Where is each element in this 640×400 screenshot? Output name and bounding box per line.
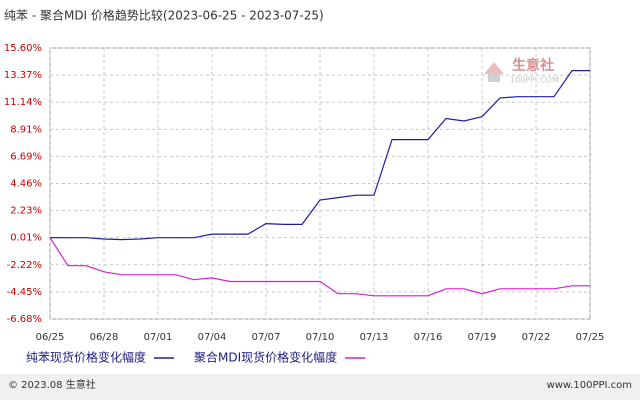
watermark: 生意社 100PPI.COM — [484, 57, 559, 85]
y-tick-label: -4.45% — [7, 287, 42, 298]
series-line — [49, 237, 590, 297]
x-tick-label: 07/19 — [468, 332, 497, 343]
chart-title: 纯苯 - 聚合MDI 价格趋势比较(2023-06-25 - 2023-07-2… — [4, 8, 324, 23]
y-tick-label: -6.68% — [7, 314, 42, 325]
watermark-logo — [484, 62, 504, 74]
x-tick-label: 07/10 — [306, 332, 335, 343]
watermark-logo — [488, 74, 500, 82]
x-tick-label: 07/01 — [144, 332, 173, 343]
footer-right: www.100PPI.com — [547, 380, 632, 391]
x-tick-label: 07/16 — [414, 332, 443, 343]
footer-bar — [0, 374, 640, 400]
x-tick-label: 07/25 — [576, 332, 605, 343]
watermark-site: 100PPI.COM — [510, 76, 559, 85]
y-tick-label: -2.22% — [7, 260, 42, 271]
y-tick-label: 6.69% — [10, 151, 42, 162]
x-tick-label: 06/28 — [90, 332, 119, 343]
watermark-name: 生意社 — [512, 57, 554, 74]
y-tick-label: 0.01% — [10, 233, 42, 244]
footer-left: © 2023.08 生意社 — [8, 378, 96, 391]
x-tick-label: 07/07 — [252, 332, 281, 343]
series-line — [49, 70, 590, 241]
y-tick-label: 8.91% — [10, 124, 42, 135]
y-tick-label: 15.60% — [4, 43, 42, 54]
y-tick-label: 2.23% — [10, 206, 42, 217]
legend-label: 纯苯现货价格变化幅度 — [26, 350, 146, 365]
legend-label: 聚合MDI现货价格变化幅度 — [194, 350, 337, 365]
y-tick-label: 11.14% — [4, 97, 42, 108]
x-tick-label: 07/04 — [198, 332, 227, 343]
x-tick-label: 07/13 — [360, 332, 389, 343]
x-tick-label: 06/25 — [36, 332, 65, 343]
x-tick-label: 07/22 — [522, 332, 551, 343]
y-tick-label: 13.37% — [4, 70, 42, 81]
y-tick-label: 4.46% — [10, 179, 42, 190]
